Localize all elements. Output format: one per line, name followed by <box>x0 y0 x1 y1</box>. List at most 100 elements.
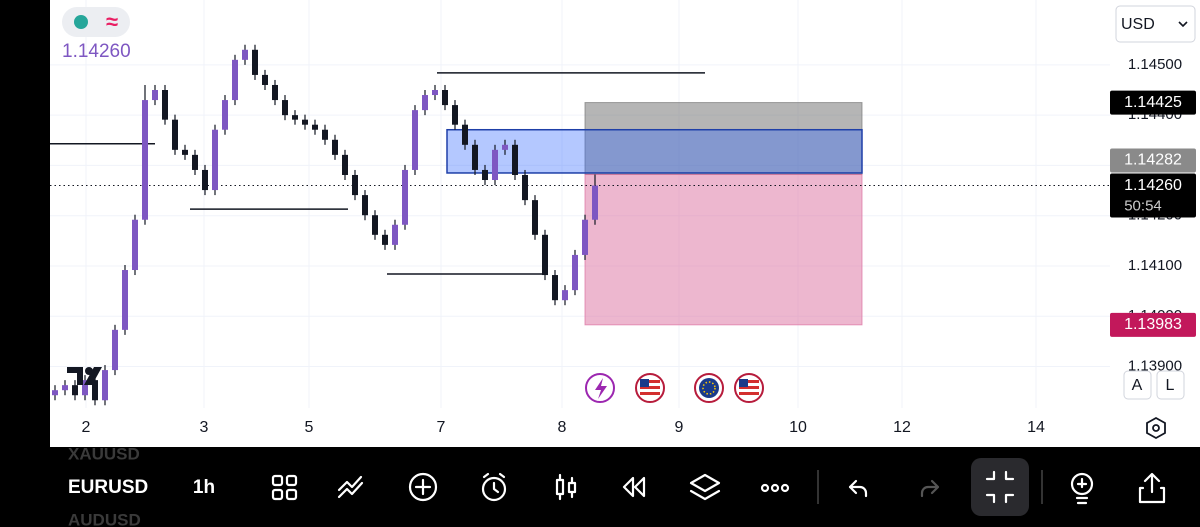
candle-body <box>382 234 388 245</box>
x-tick-label: 12 <box>893 419 911 436</box>
candle-body <box>282 100 288 116</box>
alert-button[interactable] <box>481 472 507 502</box>
candle-body <box>562 290 568 301</box>
candle-body <box>512 144 518 175</box>
candle-body <box>162 90 168 120</box>
y-tick-label: 1.13900 <box>1128 358 1182 375</box>
x-tick-label: 14 <box>1027 419 1045 436</box>
candle-body <box>442 90 448 106</box>
y-tick-label: 1.14500 <box>1128 56 1182 73</box>
candle-body <box>52 390 58 396</box>
x-tick-label: 8 <box>558 419 567 436</box>
candle-body <box>172 119 178 150</box>
candle-body <box>142 100 148 220</box>
stop-badge-label: 1.13983 <box>1124 316 1182 333</box>
data-icon: ≈ <box>106 9 118 34</box>
supply-zone <box>446 128 863 174</box>
toolbar-separator <box>817 470 819 504</box>
fullscreen-button[interactable] <box>971 458 1029 516</box>
candle-body <box>462 124 468 145</box>
x-tick-label: 3 <box>200 419 209 436</box>
target-badge <box>1110 90 1196 115</box>
currency-dropdown[interactable] <box>1115 5 1196 43</box>
fullscreen-icon <box>985 470 1015 504</box>
log-scale-label: L <box>1166 377 1175 394</box>
candle-body <box>112 329 118 371</box>
symbol-next[interactable]: AUDUSD <box>68 510 141 527</box>
candle-body <box>432 90 438 96</box>
candle-body <box>492 149 498 181</box>
candle-body <box>312 124 318 130</box>
loss-zone <box>584 173 863 326</box>
event-us[interactable] <box>734 373 764 403</box>
entry-badge <box>1110 148 1196 173</box>
candle-body <box>92 380 98 401</box>
indicator-pill[interactable] <box>62 7 130 37</box>
candle-body <box>582 219 588 255</box>
candle-body <box>552 275 558 301</box>
chart-type-button[interactable] <box>555 473 577 501</box>
candle-body <box>532 200 538 235</box>
candle-body <box>392 224 398 245</box>
toolbar: XAUUSD EURUSD AUDUSD 1h <box>68 444 1166 527</box>
candle-body <box>352 174 358 196</box>
candle-body <box>372 215 378 235</box>
interval[interactable]: 1h <box>193 477 215 498</box>
candle-body <box>262 74 268 85</box>
profit-zone <box>584 102 863 175</box>
x-tick-label: 2 <box>82 419 91 436</box>
stop-badge <box>1110 312 1196 337</box>
candle-body <box>422 95 428 111</box>
candle-body <box>502 144 508 150</box>
symbol-current[interactable]: EURUSD <box>68 477 148 498</box>
candle-body <box>132 219 138 271</box>
current-badge <box>1110 173 1196 218</box>
more-button[interactable] <box>760 483 790 493</box>
candle-body <box>302 119 308 125</box>
add-button[interactable] <box>408 472 438 502</box>
share-button[interactable] <box>1138 472 1166 504</box>
x-tick-label: 5 <box>305 419 314 436</box>
toolbar-separator <box>1041 470 1043 504</box>
tradingview-logo <box>67 367 102 385</box>
candle-body <box>542 234 548 276</box>
candle-body <box>592 185 598 220</box>
objects-button[interactable] <box>689 473 721 501</box>
settings-icon[interactable] <box>1146 416 1166 440</box>
candle-body <box>122 270 128 330</box>
redo-button[interactable] <box>920 479 940 498</box>
y-tick-label: 1.14100 <box>1128 257 1182 274</box>
indicators-button[interactable] <box>337 475 364 499</box>
candle-body <box>212 129 218 191</box>
candle-body <box>402 169 408 225</box>
target-badge-label: 1.14425 <box>1124 94 1182 111</box>
candle-body <box>222 100 228 130</box>
candle-body <box>522 174 528 201</box>
candle-body <box>482 169 488 181</box>
event-us[interactable] <box>635 373 665 403</box>
undo-button[interactable] <box>848 479 868 498</box>
replay-button[interactable] <box>622 476 646 498</box>
candle-body <box>242 49 248 60</box>
x-tick-label: 10 <box>789 419 807 436</box>
candle-body <box>342 154 348 175</box>
x-tick-label: 7 <box>437 419 446 436</box>
symbol-prev[interactable]: XAUUSD <box>68 444 140 463</box>
layout-button[interactable] <box>271 474 298 501</box>
candle-body <box>192 154 198 170</box>
drawings <box>50 72 1110 326</box>
candle-body <box>272 84 278 101</box>
candle-body <box>452 105 458 125</box>
log-scale-button[interactable] <box>1156 370 1185 400</box>
event-icons <box>585 373 764 403</box>
candle-body <box>62 385 68 391</box>
auto-scale-label: A <box>1132 377 1143 394</box>
candle-body <box>472 144 478 170</box>
event-eu[interactable] <box>694 373 724 403</box>
candles <box>52 44 598 406</box>
ideas-button[interactable] <box>1070 472 1094 505</box>
candle-body <box>252 49 258 75</box>
auto-scale-button[interactable] <box>1123 370 1152 400</box>
